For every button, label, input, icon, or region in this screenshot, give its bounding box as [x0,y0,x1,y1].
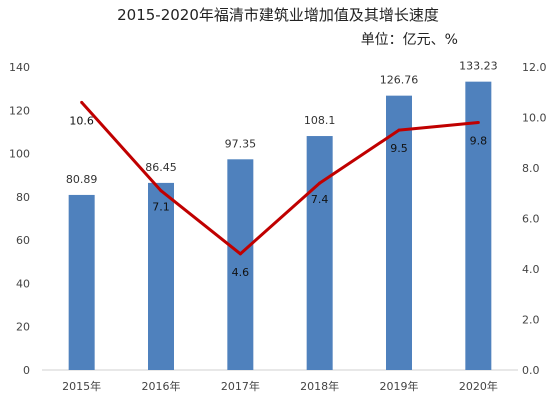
bar-value-label: 86.45 [145,161,177,174]
right-axis-tick: 8.0 [522,162,540,175]
growth-rate-point [476,121,480,125]
right-axis-tick: 6.0 [522,213,540,226]
growth-rate-point [159,189,163,193]
bar-value-label: 80.89 [66,173,98,186]
left-axis-tick: 40 [16,277,30,290]
bar [148,182,174,370]
growth-rate-point [80,100,84,104]
left-axis-tick: 140 [9,61,30,74]
bar [465,81,492,370]
x-axis-tick: 2016年 [142,379,181,393]
line-value-label: 7.1 [152,201,170,214]
chart-subtitle: 单位：亿元、% [361,32,458,48]
x-axis-tick: 2019年 [380,379,419,393]
right-axis-tick: 4.0 [522,263,540,276]
line-value-label: 10.6 [69,114,94,127]
x-axis-tick: 2018年 [300,379,339,393]
growth-rate-point [238,252,242,256]
x-axis-tick: 2020年 [459,379,498,393]
chart-title: 2015-2020年福清市建筑业增加值及其增长速度 [117,6,439,24]
line-value-label: 4.6 [232,266,250,279]
left-axis-tick: 0 [23,364,30,377]
right-axis-tick: 0.0 [522,364,540,377]
bar [386,95,412,370]
left-axis-tick: 60 [16,234,30,247]
bar [68,194,95,370]
growth-rate-point [318,181,322,185]
growth-rate-line [80,101,479,256]
right-axis-tick: 10.0 [522,112,547,125]
x-axis-tick: 2017年 [221,379,260,393]
left-axis-tick: 20 [16,321,30,334]
line-value-label: 9.5 [390,142,408,155]
x-axis-tick: 2015年 [62,379,101,393]
right-axis-tick: 2.0 [522,314,540,327]
bar-value-label: 133.23 [459,60,498,73]
right-axis-tick: 12.0 [522,61,547,74]
bar-value-label: 108.1 [304,114,336,127]
left-axis-tick: 120 [9,104,30,117]
bar-value-label: 126.76 [380,74,419,87]
line-value-label: 7.4 [311,193,329,206]
bar [306,136,333,370]
growth-rate-point [397,128,401,132]
line-value-label: 9.8 [470,135,488,148]
left-axis-tick: 80 [16,191,30,204]
bar [227,159,254,370]
left-axis-tick: 100 [9,148,30,161]
bar-value-label: 97.35 [225,137,257,150]
